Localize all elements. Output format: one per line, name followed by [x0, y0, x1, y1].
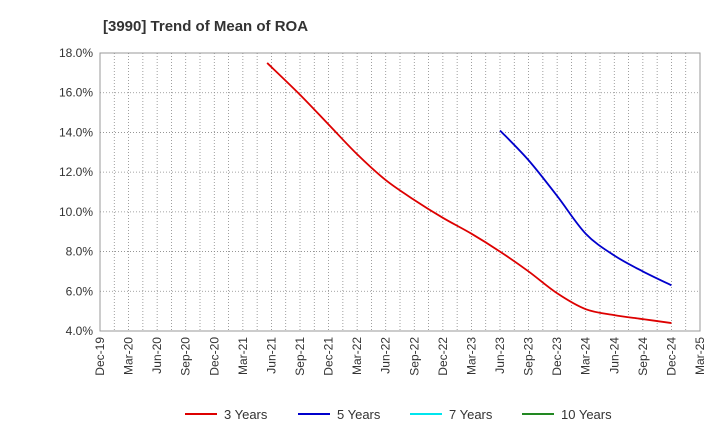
y-tick-label: 14.0%	[59, 125, 93, 139]
y-tick-label: 12.0%	[59, 165, 93, 179]
x-tick-label: Mar-23	[464, 337, 478, 375]
legend-label: 3 Years	[224, 407, 268, 422]
y-tick-label: 18.0%	[59, 46, 93, 60]
y-axis-ticks: 18.0% 16.0% 14.0% 12.0% 10.0% 8.0% 6.0% 4.0%	[59, 46, 93, 338]
x-tick-label: Dec-19	[93, 337, 107, 376]
x-tick-label: Sep-24	[636, 337, 650, 376]
x-tick-label: Mar-24	[579, 337, 593, 375]
x-tick-label: Sep-20	[179, 337, 193, 376]
x-tick-label: Dec-21	[322, 337, 336, 376]
x-tick-label: Mar-22	[350, 337, 364, 375]
x-axis-ticks: Dec-19 Mar-20 Jun-20 Sep-20 Dec-20 Mar-21 Jun-…	[93, 337, 707, 376]
series-line-3-years	[266, 62, 672, 324]
x-tick-label: Sep-21	[293, 337, 307, 376]
x-tick-label: Mar-20	[122, 337, 136, 375]
y-tick-label: 8.0%	[66, 245, 94, 259]
chart-title: [3990] Trend of Mean of ROA	[103, 18, 308, 35]
x-tick-label: Dec-24	[664, 337, 678, 376]
y-tick-label: 6.0%	[66, 284, 94, 298]
x-tick-label: Mar-25	[693, 337, 707, 375]
x-tick-label: Sep-23	[522, 337, 536, 376]
x-tick-label: Jun-24	[607, 337, 621, 374]
grid-lines	[100, 53, 700, 331]
y-tick-label: 16.0%	[59, 86, 93, 100]
x-tick-label: Jun-20	[150, 337, 164, 374]
legend-label: 10 Years	[561, 407, 612, 422]
x-tick-label: Jun-22	[379, 337, 393, 374]
y-tick-label: 10.0%	[59, 205, 93, 219]
x-tick-label: Sep-22	[407, 337, 421, 376]
x-tick-label: Jun-23	[493, 337, 507, 374]
x-tick-label: Jun-21	[264, 337, 278, 374]
x-tick-label: Mar-21	[236, 337, 250, 375]
x-tick-label: Dec-23	[550, 337, 564, 376]
series-lines	[266, 62, 672, 324]
x-tick-label: Dec-22	[436, 337, 450, 376]
legend-label: 7 Years	[449, 407, 493, 422]
legend-label: 5 Years	[337, 407, 381, 422]
legend: 3 Years 5 Years 7 Years 10 Years	[185, 407, 612, 422]
x-tick-label: Dec-20	[207, 337, 221, 376]
series-line-5-years	[499, 129, 672, 287]
y-tick-label: 4.0%	[66, 324, 94, 338]
